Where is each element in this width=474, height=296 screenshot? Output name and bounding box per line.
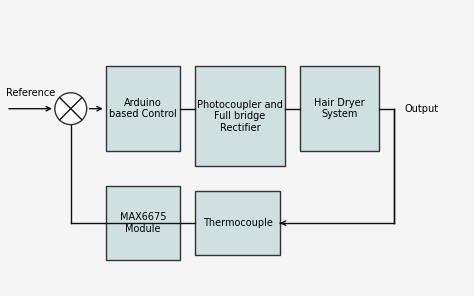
Bar (106, 186, 180, 260)
Bar (195, 191, 280, 255)
Bar (195, 66, 285, 166)
Text: Output: Output (404, 104, 438, 114)
Text: Thermocouple: Thermocouple (202, 218, 273, 228)
Text: Reference: Reference (6, 88, 55, 98)
Bar (300, 66, 379, 151)
Text: Arduino
based Control: Arduino based Control (109, 98, 177, 120)
Bar (106, 66, 180, 151)
Text: MAX6675
Module: MAX6675 Module (120, 212, 166, 234)
Text: Hair Dryer
System: Hair Dryer System (314, 98, 365, 120)
Text: Photocoupler and
Full bridge
Rectifier: Photocoupler and Full bridge Rectifier (197, 99, 283, 133)
Circle shape (55, 93, 87, 125)
